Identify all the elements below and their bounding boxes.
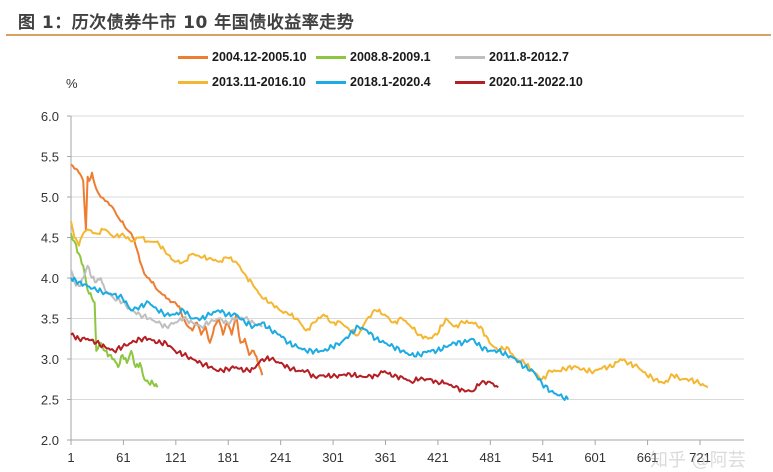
- x-tick-label: 661: [637, 450, 659, 465]
- legend-swatch-icon: [178, 55, 208, 59]
- legend-label: 2013.11-2016.10: [212, 75, 306, 89]
- legend-swatch-icon: [178, 80, 208, 84]
- legend-item-series-5: 2020.11-2022.10: [455, 75, 583, 89]
- legend-item-series-0: 2004.12-2005.10: [178, 50, 307, 64]
- legend-swatch-icon: [316, 55, 346, 59]
- legend-label: 2011.8-2012.7: [489, 50, 569, 64]
- legend-label: 2004.12-2005.10: [212, 50, 307, 64]
- y-tick-label: 4.5: [41, 231, 59, 246]
- gridlines: [71, 115, 744, 400]
- x-tick-label: 421: [427, 450, 449, 465]
- legend-swatch-icon: [455, 55, 485, 59]
- legend-label: 2020.11-2022.10: [489, 75, 583, 89]
- legend-label: 2018.1-2020.4: [350, 75, 431, 89]
- x-tick-label: 61: [116, 450, 130, 465]
- series-lines: [70, 163, 709, 401]
- x-tick-label: 541: [532, 450, 554, 465]
- x-tick-label: 481: [479, 450, 501, 465]
- y-tick-label: 5.0: [41, 190, 59, 205]
- series-line-5: [70, 332, 499, 393]
- legend-swatch-icon: [455, 80, 485, 84]
- x-tick-label: 361: [375, 450, 397, 465]
- series-line-3: [70, 221, 709, 389]
- x-tick-label: 1: [67, 450, 74, 465]
- y-tick-label: 2.0: [41, 433, 59, 448]
- y-tick-label: 5.5: [41, 150, 59, 165]
- title-divider: [6, 34, 771, 36]
- x-tick-label: 721: [689, 450, 711, 465]
- series-line-1: [70, 233, 159, 388]
- y-axis-unit: %: [66, 76, 78, 91]
- y-tick-label: 2.5: [41, 393, 59, 408]
- series-line-0: [70, 163, 264, 376]
- x-tick-label: 301: [322, 450, 344, 465]
- chart-title: 图 1：历次债券牛市 10 年国债收益率走势: [18, 13, 355, 33]
- legend-item-series-2: 2011.8-2012.7: [455, 50, 569, 64]
- x-tick-label: 241: [270, 450, 292, 465]
- axes: 2.0 2.5 3.0 3.5 4.0 4.5 5.0 5.5 6.0 1 61 121 181 241 3…: [41, 109, 744, 465]
- x-tick-label: 181: [217, 450, 239, 465]
- series-line-4: [70, 276, 569, 401]
- legend-swatch-icon: [316, 80, 346, 84]
- watermark: 知乎 @阿芸: [650, 450, 746, 471]
- legend-item-series-1: 2008.8-2009.1: [316, 50, 431, 64]
- x-tick-label: 121: [165, 450, 187, 465]
- legend-item-series-3: 2013.11-2016.10: [178, 75, 306, 89]
- y-tick-label: 3.0: [41, 352, 59, 367]
- legend-label: 2008.8-2009.1: [350, 50, 431, 64]
- y-tick-label: 3.5: [41, 312, 59, 327]
- series-line-2: [70, 264, 263, 330]
- y-tick-label: 6.0: [41, 109, 59, 124]
- x-tick-label: 601: [584, 450, 606, 465]
- legend-item-series-4: 2018.1-2020.4: [316, 75, 431, 89]
- y-tick-label: 4.0: [41, 271, 59, 286]
